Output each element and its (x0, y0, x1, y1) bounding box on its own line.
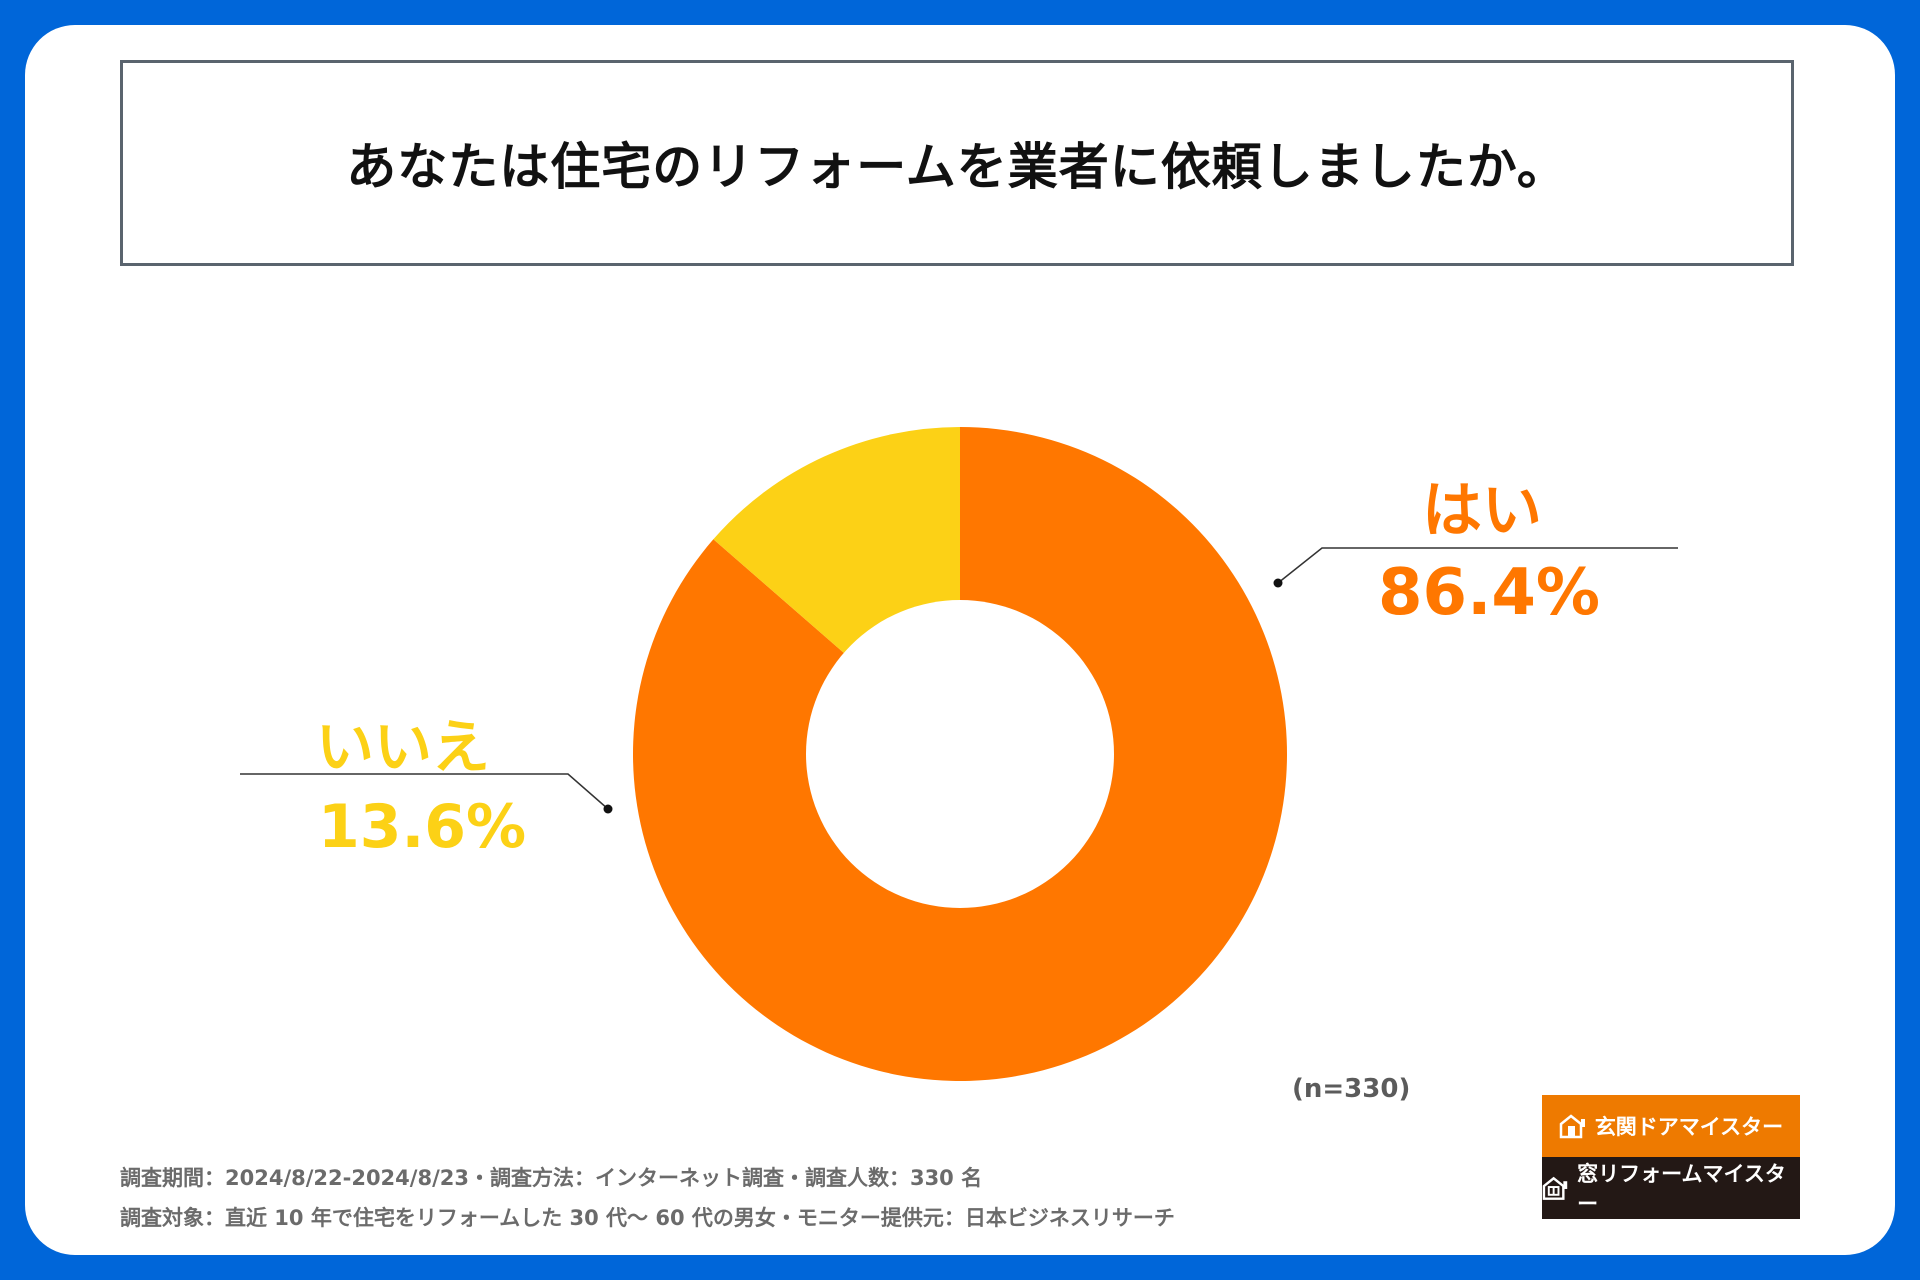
survey-note-line1: 調査期間：2024/8/22-2024/8/23・調査方法：インターネット調査・… (120, 1166, 983, 1190)
title-box: あなたは住宅のリフォームを業者に依頼しましたか。 (120, 60, 1794, 266)
slice-label-no: いいえ (316, 713, 491, 781)
chart-title: あなたは住宅のリフォームを業者に依頼しましたか。 (346, 138, 1568, 196)
survey-note-line2: 調査対象：直近 10 年で住宅をリフォームした 30 代～ 60 代の男女・モニ… (120, 1206, 1175, 1230)
leader-line-no (240, 773, 613, 814)
sample-size: (n=330) (1292, 1074, 1411, 1104)
survey-notes: 調査期間：2024/8/22-2024/8/23・調査方法：インターネット調査・… (120, 1158, 1175, 1238)
brand-name-2: 窓リフォームマイスター (1577, 1162, 1786, 1216)
donut-hole (806, 600, 1114, 908)
slice-label-yes: はい (1422, 476, 1542, 546)
slice-value-no: 13.6% (318, 792, 527, 862)
slice-value-yes: 86.4% (1378, 556, 1601, 630)
house-door-icon (1559, 1114, 1585, 1139)
house-window-icon (1542, 1176, 1568, 1200)
brand-logo-window-reform: 窓リフォームマイスター (1542, 1157, 1800, 1219)
brand-logo-entrance-door: 玄関ドアマイスター (1542, 1095, 1800, 1157)
leader-line-yes (1273, 547, 1678, 588)
brand-name-1: 玄関ドアマイスター (1594, 1115, 1784, 1139)
